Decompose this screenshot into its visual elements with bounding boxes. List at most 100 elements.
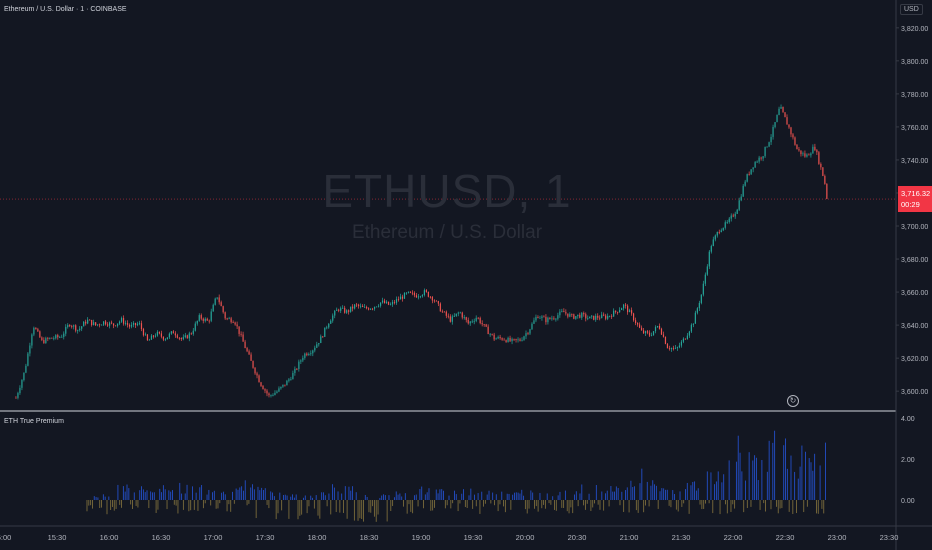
candle-body bbox=[529, 329, 531, 334]
indicator-bar bbox=[541, 500, 543, 509]
indicator-bar bbox=[222, 491, 224, 500]
indicator-bar bbox=[270, 491, 272, 500]
price-tick-label: 3,740.00 bbox=[901, 158, 928, 165]
candle-body bbox=[481, 323, 483, 325]
candle-body bbox=[599, 317, 601, 319]
indicator-bar bbox=[412, 500, 414, 514]
indicator-bar bbox=[152, 492, 153, 500]
candle-body bbox=[517, 339, 519, 341]
indicator-bar bbox=[384, 495, 386, 500]
indicator-bar bbox=[652, 480, 654, 500]
indicator-bar bbox=[435, 489, 437, 500]
indicator-bar bbox=[339, 500, 341, 513]
price-tick-label: 3,760.00 bbox=[901, 125, 928, 132]
candle-body bbox=[174, 333, 176, 336]
time-tick-label: 16:30 bbox=[152, 533, 171, 542]
candle-body bbox=[459, 312, 461, 314]
indicator-bar bbox=[106, 500, 108, 515]
indicator-bar bbox=[785, 438, 786, 500]
candle-body bbox=[634, 320, 637, 324]
candle-body bbox=[306, 353, 308, 356]
indicator-bar bbox=[132, 500, 133, 509]
indicator-bar bbox=[135, 500, 137, 506]
candle-body bbox=[676, 347, 679, 349]
replay-icon[interactable]: ↻ bbox=[787, 395, 799, 407]
indicator-bar bbox=[719, 500, 721, 515]
price-tick-label: 3,800.00 bbox=[901, 59, 928, 66]
candle-body bbox=[389, 304, 392, 306]
indicator-bar bbox=[128, 488, 130, 500]
candle-body bbox=[615, 310, 617, 312]
candle-body bbox=[244, 341, 246, 349]
indicator-bar bbox=[230, 500, 232, 512]
indicator-bar bbox=[766, 471, 768, 500]
indicator-bar bbox=[173, 500, 175, 505]
indicator-bar bbox=[501, 491, 503, 500]
indicator-bar bbox=[239, 487, 241, 500]
indicator-bar bbox=[530, 490, 532, 500]
indicator-bar bbox=[479, 500, 481, 514]
candle-body bbox=[43, 340, 45, 344]
candle-body bbox=[766, 146, 768, 148]
indicator-bar bbox=[366, 496, 368, 500]
candle-body bbox=[465, 317, 467, 320]
indicator-bar bbox=[584, 500, 586, 510]
indicator-title[interactable]: ETH True Premium bbox=[4, 418, 64, 425]
indicator-bar bbox=[777, 500, 779, 514]
candle-body bbox=[605, 315, 607, 319]
indicator-bar bbox=[426, 492, 428, 500]
symbol-title[interactable]: Ethereum / U.S. Dollar · 1 · COINBASE bbox=[4, 6, 127, 13]
indicator-bar bbox=[597, 500, 599, 505]
indicator-bar bbox=[668, 500, 670, 506]
indicator-bar bbox=[706, 471, 708, 500]
candle-body bbox=[33, 327, 35, 335]
currency-label[interactable]: USD bbox=[900, 4, 923, 15]
indicator-bar bbox=[255, 500, 257, 519]
indicator-bar bbox=[454, 490, 455, 500]
candle-body bbox=[328, 323, 330, 328]
candle-body bbox=[736, 209, 738, 214]
indicator-bar bbox=[157, 500, 159, 510]
indicator-bar bbox=[665, 489, 666, 500]
candle-body bbox=[461, 312, 463, 318]
indicator-bar bbox=[486, 494, 488, 500]
indicator-bar bbox=[474, 494, 475, 500]
candle-body bbox=[495, 338, 497, 340]
candle-body bbox=[595, 315, 597, 320]
candle-body bbox=[168, 333, 170, 338]
candle-body bbox=[752, 167, 754, 170]
indicator-bar bbox=[308, 500, 310, 507]
indicator-bar bbox=[457, 500, 459, 512]
candle-body bbox=[814, 146, 816, 151]
indicator-bar bbox=[623, 500, 625, 512]
candle-body bbox=[122, 318, 125, 324]
indicator-bar bbox=[735, 461, 737, 500]
indicator-bar bbox=[603, 500, 605, 511]
indicator-bar bbox=[448, 495, 450, 500]
indicator-bar bbox=[97, 497, 99, 500]
indicator-bar bbox=[561, 500, 563, 508]
candle-body bbox=[216, 297, 218, 299]
candle-body bbox=[276, 391, 278, 393]
candle-body bbox=[188, 333, 190, 339]
candle-body bbox=[39, 331, 41, 338]
candle-body bbox=[557, 315, 559, 319]
indicator-bar bbox=[512, 494, 514, 500]
candle-body bbox=[551, 318, 553, 320]
indicator-bar bbox=[810, 462, 812, 500]
indicator-bar bbox=[112, 500, 113, 507]
candle-body bbox=[609, 315, 611, 317]
indicator-bar bbox=[823, 500, 825, 514]
candle-body bbox=[453, 315, 455, 317]
indicator-bar bbox=[768, 440, 770, 500]
candle-body bbox=[362, 305, 364, 308]
indicator-bar bbox=[359, 500, 361, 519]
indicator-bar bbox=[805, 451, 806, 500]
candle-body bbox=[662, 334, 665, 337]
candle-body bbox=[196, 320, 198, 324]
candle-body bbox=[451, 316, 453, 322]
candle-body bbox=[53, 338, 55, 340]
indicator-bar bbox=[614, 491, 615, 500]
indicator-bar bbox=[293, 497, 295, 500]
